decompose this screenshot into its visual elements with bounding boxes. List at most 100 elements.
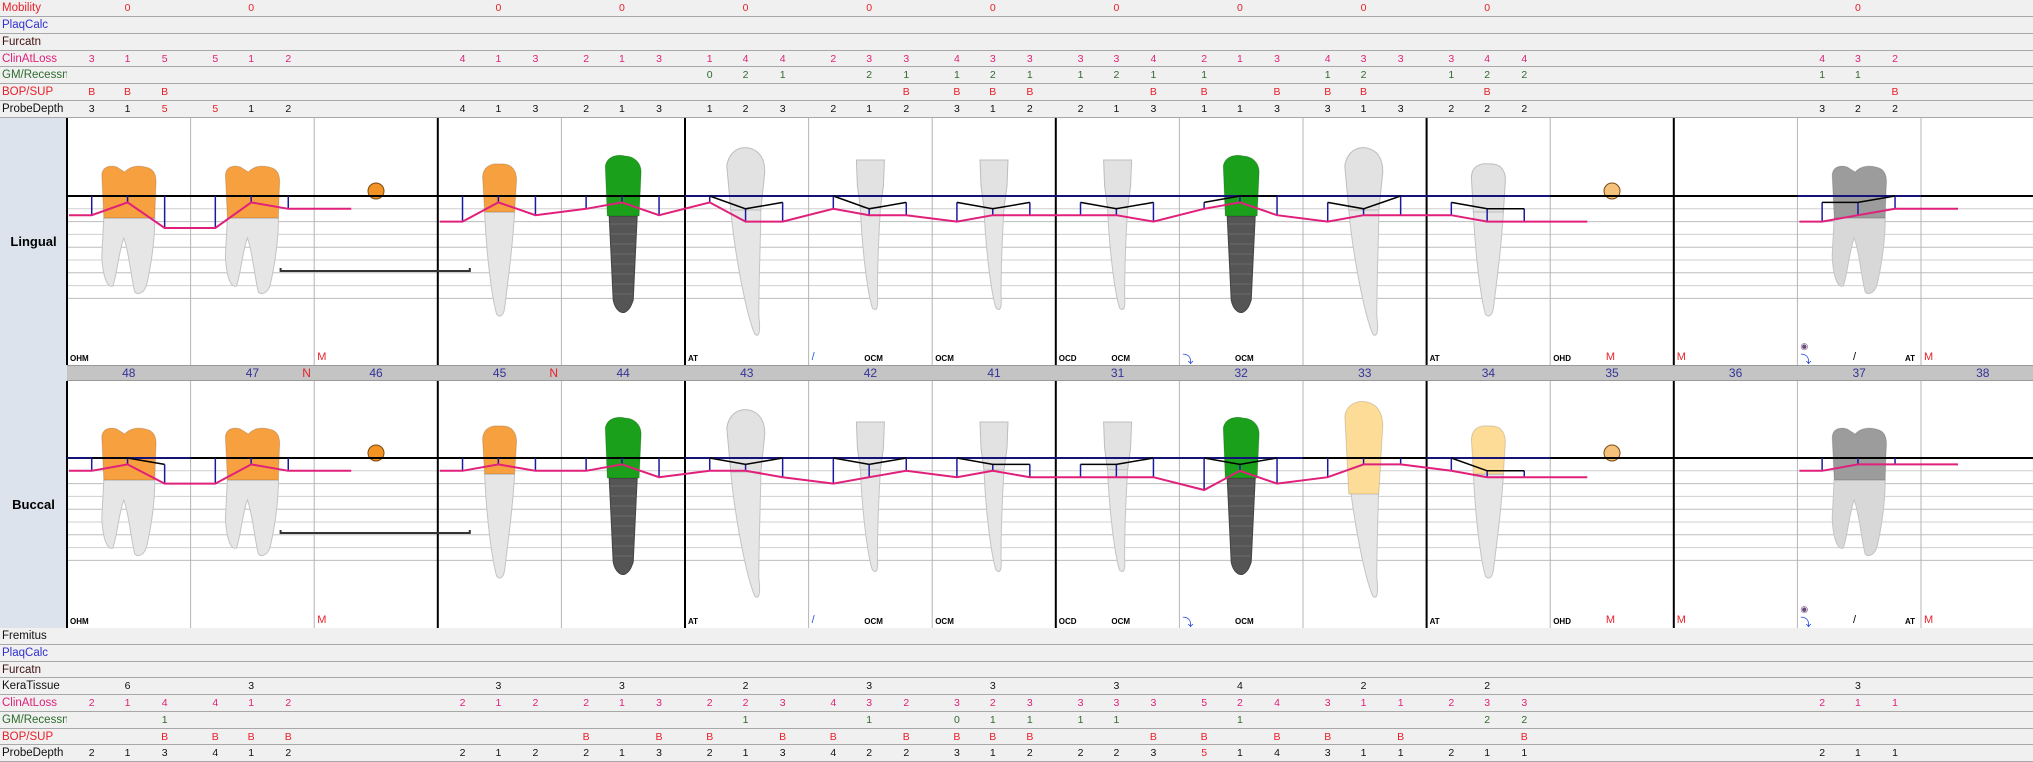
pd-value[interactable]: 3: [1150, 747, 1157, 760]
tooth-note[interactable]: M: [317, 351, 327, 363]
bop-value[interactable]: B: [1200, 730, 1208, 743]
tooth-34-buccal[interactable]: [1470, 425, 1506, 579]
pd-value[interactable]: 5: [212, 103, 219, 116]
pd-value[interactable]: 2: [88, 747, 95, 760]
pd-value[interactable]: 3: [1324, 103, 1331, 116]
bop-value[interactable]: B: [161, 730, 169, 743]
mobility-value[interactable]: 0: [1237, 2, 1243, 14]
cal-value[interactable]: 5: [161, 52, 168, 65]
bop-value[interactable]: B: [582, 730, 590, 743]
pd-value[interactable]: 3: [656, 747, 662, 760]
tooth-number-47[interactable]: 47: [245, 366, 260, 380]
pd-value[interactable]: 1: [1855, 747, 1861, 760]
kera-value[interactable]: 3: [989, 680, 996, 693]
mobility-value[interactable]: 0: [1855, 2, 1861, 14]
pd-value[interactable]: 3: [953, 747, 960, 760]
tooth-number-36[interactable]: 36: [1728, 366, 1743, 380]
cal-value[interactable]: 3: [88, 52, 95, 65]
gm-value[interactable]: 0: [706, 69, 713, 82]
tooth-note[interactable]: OCM: [864, 617, 883, 626]
tooth-33-buccal[interactable]: [1344, 401, 1384, 598]
pd-value[interactable]: 1: [1113, 103, 1120, 116]
bop-value[interactable]: B: [211, 730, 219, 743]
bop-value[interactable]: B: [284, 730, 292, 743]
cal-value[interactable]: 3: [656, 52, 662, 65]
gm-value[interactable]: 1: [161, 713, 168, 726]
eye-icon[interactable]: ◉: [1800, 341, 1809, 351]
cal-value[interactable]: 1: [248, 697, 255, 709]
bop-value[interactable]: B: [161, 86, 169, 99]
pd-value[interactable]: 1: [1237, 103, 1243, 116]
pd-value[interactable]: 3: [656, 103, 662, 116]
kera-value[interactable]: 3: [248, 680, 255, 693]
gm-value[interactable]: 1: [866, 713, 873, 726]
pd-value[interactable]: 1: [495, 747, 502, 760]
pd-value[interactable]: 4: [459, 103, 466, 116]
pd-value[interactable]: 2: [1448, 747, 1455, 760]
tooth-number-33[interactable]: 33: [1358, 366, 1372, 380]
pd-value[interactable]: 2: [532, 747, 539, 760]
cal-value[interactable]: 4: [1150, 52, 1157, 65]
bop-value[interactable]: B: [902, 86, 910, 99]
bop-value[interactable]: B: [953, 730, 961, 743]
gm-value[interactable]: 2: [1113, 69, 1120, 82]
kera-value[interactable]: 2: [742, 680, 749, 693]
tooth-note[interactable]: OCD: [1058, 617, 1077, 626]
bop-value[interactable]: B: [706, 730, 714, 743]
mobility-value[interactable]: 0: [124, 2, 131, 14]
tooth-note[interactable]: M: [1924, 614, 1934, 626]
gm-value[interactable]: 2: [989, 69, 996, 82]
gm-value[interactable]: 1: [742, 713, 749, 726]
tooth-number-38[interactable]: 38: [1976, 366, 1990, 380]
cal-value[interactable]: 2: [459, 697, 466, 709]
cal-value[interactable]: 3: [989, 52, 996, 65]
bop-value[interactable]: B: [1149, 730, 1157, 743]
gm-value[interactable]: 1: [1201, 69, 1208, 82]
tooth-33-lingual[interactable]: [1344, 147, 1384, 336]
tooth-44-buccal[interactable]: [604, 416, 642, 575]
pd-value[interactable]: 1: [1397, 747, 1404, 760]
tooth-note[interactable]: OCM: [935, 617, 954, 626]
kera-value[interactable]: 3: [866, 680, 873, 693]
pd-value[interactable]: 1: [1360, 747, 1367, 760]
cal-value[interactable]: 3: [1397, 52, 1404, 65]
cal-value[interactable]: 4: [830, 697, 837, 709]
cal-value[interactable]: 4: [459, 52, 466, 65]
pd-value[interactable]: 3: [532, 103, 539, 116]
kera-value[interactable]: 3: [1113, 680, 1120, 693]
gm-value[interactable]: 0: [953, 713, 960, 726]
gm-value[interactable]: 1: [1237, 713, 1243, 726]
bop-value[interactable]: B: [1273, 86, 1281, 99]
mobility-value[interactable]: 0: [1360, 2, 1367, 14]
cal-value[interactable]: 3: [866, 52, 873, 65]
cal-value[interactable]: 3: [656, 697, 662, 709]
bop-value[interactable]: B: [1026, 730, 1034, 743]
pd-value[interactable]: 2: [1113, 747, 1120, 760]
tooth-note[interactable]: AT: [1905, 617, 1916, 626]
kera-value[interactable]: 3: [495, 680, 502, 693]
pd-value[interactable]: 4: [1274, 747, 1280, 760]
pd-value[interactable]: 1: [124, 103, 131, 116]
pd-value[interactable]: 1: [619, 747, 625, 760]
pd-value[interactable]: 1: [866, 103, 873, 116]
tooth-note[interactable]: AT: [1429, 354, 1440, 363]
pd-value[interactable]: 1: [706, 103, 713, 116]
pd-value[interactable]: 2: [285, 747, 292, 760]
pd-value[interactable]: 2: [1484, 103, 1491, 116]
tooth-45-buccal[interactable]: [482, 425, 518, 579]
bop-value[interactable]: B: [1026, 86, 1034, 99]
mobility-value[interactable]: 0: [248, 2, 255, 14]
pd-value[interactable]: 2: [1819, 747, 1826, 760]
bop-value[interactable]: B: [655, 730, 663, 743]
tooth-note[interactable]: OCM: [1235, 617, 1254, 626]
bop-value[interactable]: B: [1324, 86, 1332, 99]
tooth-number-43[interactable]: 43: [740, 366, 754, 380]
tooth-note[interactable]: AT: [1905, 354, 1916, 363]
kera-value[interactable]: 2: [1360, 680, 1367, 693]
cal-value[interactable]: 3: [1274, 52, 1280, 65]
tooth-number-32[interactable]: 32: [1234, 366, 1248, 380]
tooth-note[interactable]: OCM: [1111, 617, 1131, 626]
tooth-note[interactable]: OHD: [1553, 617, 1571, 626]
pd-value[interactable]: 2: [583, 747, 590, 760]
pd-value[interactable]: 1: [742, 747, 749, 760]
